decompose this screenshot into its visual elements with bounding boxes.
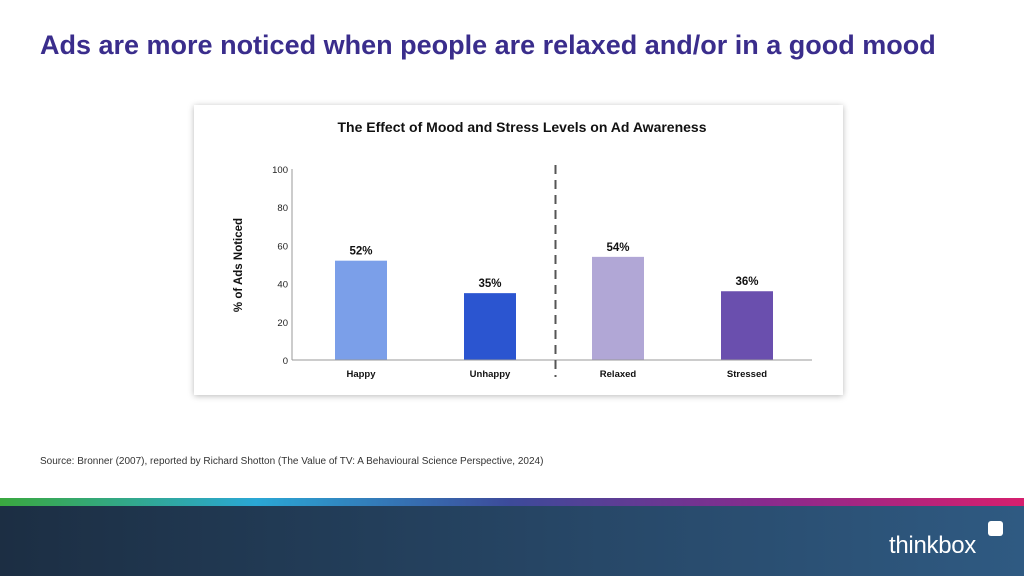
- chart-title: The Effect of Mood and Stress Levels on …: [337, 119, 706, 135]
- bar-happy: [335, 260, 387, 360]
- data-labels: 52% 35% 54% 36%: [349, 242, 758, 290]
- data-label: 35%: [478, 278, 501, 290]
- y-axis: 0 20 40 60 80 100: [272, 165, 293, 367]
- bar-chart: The Effect of Mood and Stress Levels on …: [233, 119, 812, 380]
- brand-gradient-stripe: [0, 498, 1024, 506]
- footer-band: [0, 506, 1024, 576]
- bar-unhappy: [464, 293, 516, 360]
- y-tick-label: 20: [277, 318, 288, 329]
- page-title: Ads are more noticed when people are rel…: [40, 30, 936, 60]
- y-tick-label: 60: [277, 241, 288, 252]
- x-tick-label: Unhappy: [470, 369, 511, 380]
- bar-stressed: [721, 291, 773, 360]
- y-tick-label: 0: [283, 356, 288, 367]
- y-axis-label: % of Ads Noticed: [233, 218, 245, 312]
- data-label: 52%: [349, 246, 372, 258]
- thinkbox-logo: thinkbox: [889, 532, 976, 559]
- x-tick-label: Relaxed: [600, 369, 637, 380]
- x-tick-label: Happy: [346, 369, 376, 380]
- logo-square-icon: [988, 521, 1003, 536]
- y-tick-label: 80: [277, 203, 288, 214]
- y-tick-label: 40: [277, 280, 288, 291]
- y-tick-label: 100: [272, 165, 288, 176]
- source-note: Source: Bronner (2007), reported by Rich…: [40, 456, 544, 467]
- bar-relaxed: [592, 256, 644, 360]
- bars: [335, 256, 773, 360]
- x-tick-label: Stressed: [727, 369, 767, 380]
- chart-card: The Effect of Mood and Stress Levels on …: [194, 105, 843, 395]
- x-axis: Happy Unhappy Relaxed Stressed: [292, 359, 812, 380]
- data-label: 54%: [606, 242, 629, 254]
- data-label: 36%: [735, 276, 758, 288]
